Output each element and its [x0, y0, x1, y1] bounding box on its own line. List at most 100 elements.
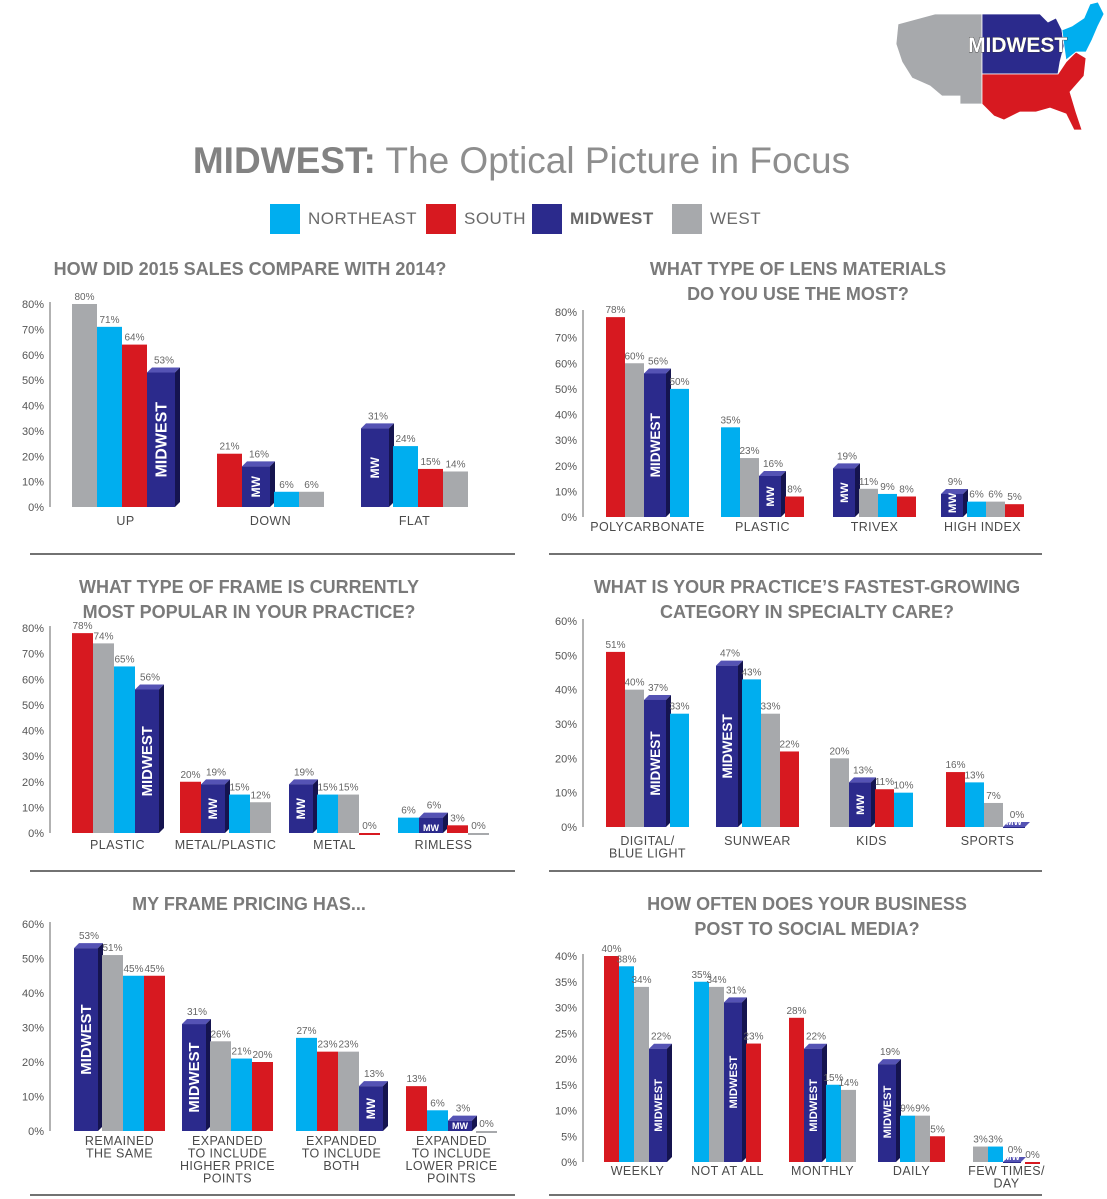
bar-northeast [742, 679, 761, 827]
bar-inner-label: MW [364, 1097, 378, 1119]
value-label: 9% [948, 477, 963, 488]
y-tick-label: 20% [555, 753, 577, 765]
bar-south [785, 496, 804, 517]
bar-west [338, 1051, 359, 1131]
category-label: POINTS [427, 1172, 476, 1186]
y-tick-label: 50% [555, 384, 577, 396]
value-label: 0% [479, 1119, 494, 1130]
bar-northeast [231, 1058, 252, 1131]
value-label: 71% [99, 315, 119, 326]
us-region-map: MIDWEST [895, 1, 1105, 131]
bar-midwest: MW [1003, 1152, 1026, 1163]
y-tick-label: 70% [22, 324, 44, 336]
bar-south [447, 825, 468, 833]
bar-south [746, 1043, 761, 1162]
value-label: 37% [648, 683, 668, 694]
bar-midwest: MW [359, 1081, 388, 1131]
bar-midwest: MIDWEST [644, 368, 671, 517]
value-label: 53% [154, 356, 174, 367]
bar-midwest: MIDWEST [878, 1059, 901, 1162]
y-tick-label: 40% [555, 410, 577, 422]
value-label: 15% [338, 783, 358, 794]
value-label: 27% [296, 1026, 316, 1037]
y-tick-label: 50% [22, 700, 44, 712]
value-label: 34% [631, 975, 651, 986]
value-label: 9% [915, 1104, 930, 1115]
bar-inner-label: MIDWEST [653, 1079, 665, 1132]
y-tick-label: 30% [22, 426, 44, 438]
value-label: 31% [726, 985, 746, 996]
category-label: REMAINED [85, 1134, 154, 1148]
value-label: 21% [219, 442, 239, 453]
map-region-west [895, 13, 983, 105]
category-label: EXPANDED [306, 1134, 377, 1148]
value-label: 23% [743, 1032, 763, 1043]
value-label: 20% [180, 770, 200, 781]
bar-midwest: MW [242, 461, 275, 507]
bar-top-face [878, 1059, 901, 1065]
legend-item-south: SOUTH [426, 202, 526, 236]
bar-front-face [649, 1048, 667, 1162]
category-label: METAL/PLASTIC [175, 838, 277, 852]
bar-top-face [724, 997, 747, 1003]
value-label: 5% [1007, 492, 1022, 503]
bar-front-face [833, 468, 855, 517]
value-label: 47% [720, 649, 740, 660]
value-label: 23% [338, 1040, 358, 1051]
bar-midwest: MW [289, 779, 318, 833]
bar-south [789, 1017, 804, 1162]
category-label: KIDS [856, 834, 887, 848]
y-tick-label: 80% [22, 299, 44, 311]
chart-title: HOW OFTEN DOES YOUR BUSINESS [647, 894, 967, 914]
bar-northeast [274, 491, 299, 507]
bar-south [1005, 504, 1024, 517]
category-label: DAILY [893, 1164, 930, 1178]
bar-side-face [159, 684, 164, 833]
bar-inner-label: MW [294, 797, 308, 819]
bar-northeast [721, 427, 740, 517]
value-label: 28% [786, 1006, 806, 1017]
bar-top-face [1003, 1157, 1026, 1162]
value-label: 9% [900, 1104, 915, 1115]
bar-west [973, 1146, 988, 1162]
bar-west [859, 488, 878, 517]
value-label: 6% [427, 801, 442, 812]
bar-south [252, 1062, 273, 1131]
y-tick-label: 50% [555, 650, 577, 662]
value-label: 3% [456, 1104, 471, 1115]
bar-south [604, 956, 619, 1162]
value-label: 3% [450, 813, 465, 824]
y-tick-label: 20% [555, 1054, 577, 1066]
bar-side-face [896, 1059, 901, 1162]
y-tick-label: 30% [555, 1003, 577, 1015]
bar-south [122, 344, 147, 507]
bar-midwest: MW [448, 1115, 477, 1131]
chart-title: HOW DID 2015 SALES COMPARE WITH 2014? [54, 259, 447, 279]
category-label: LOWER PRICE [406, 1159, 498, 1173]
y-tick-label: 20% [555, 461, 577, 473]
legend-swatch-west [672, 204, 702, 234]
legend-label: MIDWEST [570, 209, 654, 228]
value-label: 16% [249, 449, 269, 460]
y-tick-label: 15% [555, 1080, 577, 1092]
value-label: 60% [624, 351, 644, 362]
category-label: FLAT [399, 514, 430, 528]
bar-inner-label: MIDWEST [154, 402, 171, 478]
value-label: 8% [787, 485, 802, 496]
bar-south [180, 781, 201, 833]
value-label: 53% [79, 931, 99, 942]
category-label: RIMLESS [415, 838, 473, 852]
bar-front-face [448, 1120, 472, 1131]
bar-front-face [941, 493, 963, 517]
value-label: 6% [279, 480, 294, 491]
bar-northeast [878, 493, 897, 517]
bar-south [359, 833, 380, 835]
value-label: 56% [648, 357, 668, 368]
bar-northeast [670, 713, 689, 827]
bar-west [984, 802, 1003, 827]
y-tick-label: 20% [22, 777, 44, 789]
value-label: 22% [651, 1032, 671, 1043]
bar-top-face [1003, 822, 1030, 827]
bar-west [625, 689, 644, 827]
